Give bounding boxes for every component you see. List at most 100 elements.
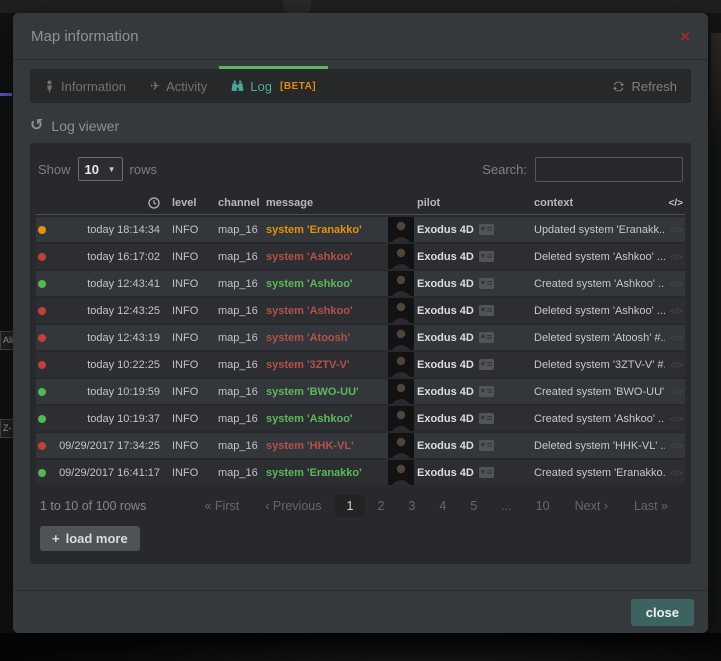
load-more-button[interactable]: + load more <box>40 526 140 551</box>
id-card-icon <box>478 467 494 478</box>
code-icon: </> <box>669 224 683 235</box>
tab-log[interactable]: Log [BETA] <box>219 66 328 103</box>
table-row[interactable]: 09/29/2017 16:41:17 INFO map_16 system '… <box>36 460 685 485</box>
code-icon: </> <box>669 440 683 451</box>
pilot-name: Exodus 4D <box>417 466 474 479</box>
pagination-last[interactable]: Last » <box>633 499 668 513</box>
table-row[interactable]: today 12:43:19 INFO map_16 system 'Atoos… <box>36 325 685 350</box>
status-dot <box>38 225 46 234</box>
plane-icon: ✈ <box>150 79 161 93</box>
table-row[interactable]: 09/29/2017 17:34:25 INFO map_16 system '… <box>36 433 685 458</box>
search-input[interactable] <box>535 156 683 182</box>
pilot-avatar <box>388 379 414 404</box>
page-size-select[interactable]: 10 ▼ <box>77 157 123 181</box>
log-level: INFO <box>172 358 199 371</box>
pilot-avatar <box>388 271 414 296</box>
refresh-icon <box>613 81 625 91</box>
code-icon: </> <box>669 413 683 424</box>
dialog-body: Information ✈ Activity Log [BETA] Refres… <box>13 60 708 590</box>
pilot-name: Exodus 4D <box>417 358 474 371</box>
log-level: INFO <box>172 466 199 479</box>
table-row[interactable]: today 16:17:02 INFO map_16 system 'Ashko… <box>36 244 685 269</box>
pilot-cell: Exodus 4D <box>414 440 534 452</box>
code-icon: </> <box>668 197 683 209</box>
log-channel: map_16 <box>218 223 258 236</box>
beta-badge: [BETA] <box>279 80 317 92</box>
status-cell <box>38 414 54 423</box>
pilot-name: Exodus 4D <box>417 223 474 236</box>
binoculars-icon <box>231 80 244 91</box>
log-level: INFO <box>172 385 199 398</box>
log-context: Updated system 'Eranakk... <box>534 223 665 236</box>
pagination-first[interactable]: « First <box>204 499 240 513</box>
log-context: Created system 'BWO-UU'... <box>534 385 665 398</box>
log-channel: map_16 <box>218 466 258 479</box>
log-channel: map_16 <box>218 385 258 398</box>
log-context: Deleted system 'Ashkoo' ... <box>534 304 665 317</box>
table-row[interactable]: today 18:14:34 INFO map_16 system 'Erana… <box>36 217 685 242</box>
map-system-fragment: Z- <box>0 419 14 438</box>
map-information-dialog: Map information × Information ✈ Activity… <box>13 13 708 633</box>
pagination-pages: 1 2 3 4 5... 10 <box>334 495 562 517</box>
pagination-previous[interactable]: ‹ Previous <box>265 499 322 513</box>
log-level: INFO <box>172 412 199 425</box>
status-dot <box>38 252 46 261</box>
pagination-page[interactable]: 3 <box>408 499 416 513</box>
tab-label: Log <box>250 78 272 94</box>
log-channel: map_16 <box>218 304 258 317</box>
log-level: INFO <box>172 304 199 317</box>
tab-label: Information <box>61 78 127 94</box>
tab-activity[interactable]: ✈ Activity <box>138 69 219 103</box>
log-context: Created system 'Ashkoo' ... <box>534 277 665 290</box>
pilot-avatar <box>388 244 414 269</box>
pilot-avatar <box>388 352 414 377</box>
table-row[interactable]: today 12:43:25 INFO map_16 system 'Ashko… <box>36 298 685 323</box>
table-row[interactable]: today 10:22:25 INFO map_16 system '3ZTV-… <box>36 352 685 377</box>
log-time: today 10:19:37 <box>87 412 160 425</box>
status-dot <box>38 360 46 369</box>
table-row[interactable]: today 10:19:59 INFO map_16 system 'BWO-U… <box>36 379 685 404</box>
log-panel: Show 10 ▼ rows Search: <box>30 143 691 564</box>
status-cell <box>38 441 54 450</box>
pilot-cell: Exodus 4D <box>414 224 534 236</box>
pagination-page[interactable]: 10 <box>535 499 550 513</box>
status-cell <box>38 225 54 234</box>
code-icon: </> <box>669 386 683 397</box>
pagination-page[interactable]: 5 <box>470 499 478 513</box>
background-space <box>0 633 721 661</box>
pagination: 1 to 10 of 100 rows « First ‹ Previous 1… <box>40 495 681 517</box>
close-button[interactable]: close <box>630 598 694 626</box>
pagination-page[interactable]: 2 <box>377 499 385 513</box>
tab-information[interactable]: Information <box>32 69 138 103</box>
log-viewer-heading: ↺ Log viewer <box>30 118 691 135</box>
pilot-name: Exodus 4D <box>417 439 474 452</box>
log-message: system 'Eranakko' <box>266 466 362 479</box>
close-icon[interactable]: × <box>680 26 690 46</box>
status-cell <box>38 306 54 315</box>
pilot-name: Exodus 4D <box>417 412 474 425</box>
pagination-next[interactable]: Next › <box>574 499 608 513</box>
header-level: level <box>172 197 197 209</box>
refresh-label: Refresh <box>631 78 677 94</box>
table-header: level channel message pilot context </> <box>36 192 685 215</box>
pagination-page[interactable]: 1 <box>334 495 366 517</box>
log-level: INFO <box>172 250 199 263</box>
background-left-strip <box>0 13 13 633</box>
pagination-summary: 1 to 10 of 100 rows <box>40 499 147 513</box>
chevron-down-icon: ▼ <box>107 164 116 174</box>
status-dot <box>38 387 46 396</box>
status-dot <box>38 441 46 450</box>
log-context: Created system 'Eranakko... <box>534 466 665 479</box>
log-context: Deleted system 'Atoosh' #... <box>534 331 665 344</box>
status-cell <box>38 360 54 369</box>
pilot-cell: Exodus 4D <box>414 359 534 371</box>
code-icon: </> <box>669 359 683 370</box>
search-label: Search: <box>482 161 527 177</box>
log-level: INFO <box>172 277 199 290</box>
id-card-icon <box>478 359 494 370</box>
refresh-button[interactable]: Refresh <box>600 69 689 103</box>
table-row[interactable]: today 12:43:41 INFO map_16 system 'Ashko… <box>36 271 685 296</box>
log-context: Deleted system '3ZTV-V' #... <box>534 358 665 371</box>
pagination-page[interactable]: 4 <box>439 499 447 513</box>
table-row[interactable]: today 10:19:37 INFO map_16 system 'Ashko… <box>36 406 685 431</box>
